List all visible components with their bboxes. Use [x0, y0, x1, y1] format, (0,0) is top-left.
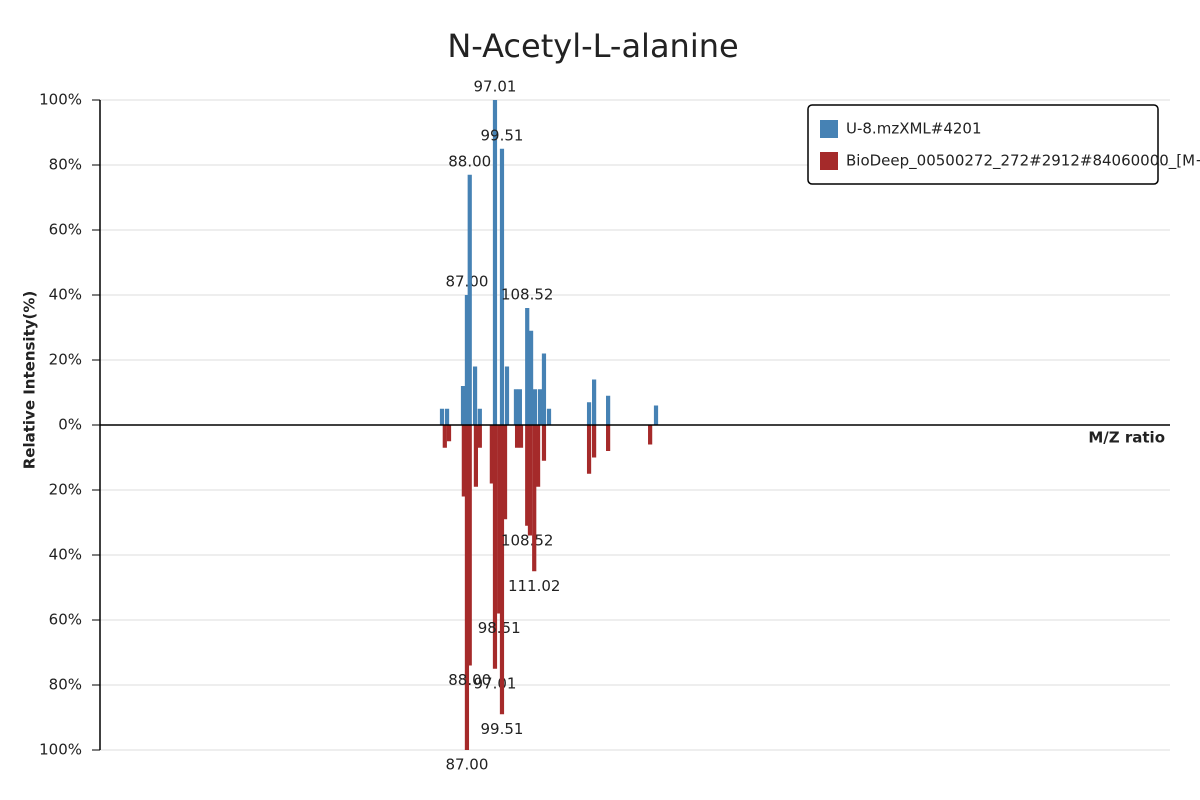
peak-bar	[467, 425, 472, 666]
y-tick-label: 20%	[49, 481, 82, 499]
peak-label: 97.01	[473, 674, 516, 692]
peak-bar	[461, 425, 466, 497]
peak-bar	[586, 402, 592, 425]
peak-bar	[606, 395, 611, 425]
peak-label: 108.52	[501, 531, 554, 549]
peak-label: 88.00	[448, 671, 491, 689]
peak-label: 98.51	[478, 619, 521, 637]
peak-label: 97.01	[473, 78, 516, 96]
peak-bar	[502, 425, 508, 520]
peak-bar	[592, 425, 597, 458]
peak-bar	[606, 425, 611, 451]
peak-bar	[472, 366, 478, 425]
peak-bar	[648, 425, 653, 445]
legend-box	[807, 104, 1159, 185]
peak-label: 99.51	[481, 720, 524, 738]
y-tick-label: 100%	[39, 741, 82, 759]
peak-bar	[499, 148, 505, 425]
y-tick-label: 0%	[58, 416, 82, 434]
peak-bar	[518, 425, 524, 448]
peak-bar	[546, 408, 552, 425]
chart-title: N-Acetyl-L-alanine	[447, 27, 738, 65]
peak-bar	[525, 425, 530, 526]
y-tick-label: 40%	[49, 286, 82, 304]
y-tick-label: 40%	[49, 546, 82, 564]
peak-bar	[504, 366, 510, 425]
legend-label: BioDeep_00500272_272#2912#84060000_[M+H]…	[846, 152, 1200, 171]
peak-bar	[497, 425, 502, 614]
peak-bar	[492, 425, 498, 669]
y-axis-label: Relative Intensity(%)	[21, 291, 39, 470]
peak-bar	[446, 425, 452, 442]
peak-bar	[514, 425, 520, 448]
peak-bar	[525, 308, 530, 425]
peak-bar	[499, 425, 505, 715]
peak-label: 87.00	[445, 273, 488, 291]
peak-bar	[477, 425, 482, 448]
peak-bar	[653, 405, 659, 425]
peak-bar	[464, 425, 470, 750]
peak-label: 99.51	[481, 126, 524, 144]
peak-bar	[532, 425, 537, 572]
peak-bar	[464, 295, 470, 425]
peak-label: 87.00	[445, 756, 488, 774]
y-tick-label: 60%	[49, 221, 82, 239]
peak-bar	[473, 425, 479, 487]
peak-bar	[592, 379, 597, 425]
peak-bar	[535, 425, 541, 487]
peak-bar	[467, 174, 472, 425]
peak-label: 111.02	[508, 577, 561, 595]
peak-bar	[537, 389, 543, 425]
peak-bar	[439, 408, 445, 425]
peak-bar	[586, 425, 592, 474]
peak-bar	[492, 100, 498, 425]
peak-label: 108.52	[501, 286, 554, 304]
y-tick-label: 20%	[49, 351, 82, 369]
y-tick-label: 100%	[39, 91, 82, 109]
legend-label: U-8.mzXML#4201	[846, 120, 982, 138]
peak-bar	[527, 425, 533, 536]
peak-bar	[513, 389, 519, 425]
peak-bar	[444, 408, 450, 425]
peak-bar	[541, 425, 547, 461]
legend-swatch	[820, 120, 838, 138]
y-tick-label: 60%	[49, 611, 82, 629]
y-tick-label: 80%	[49, 676, 82, 694]
peak-bar	[532, 389, 538, 425]
peak-bar	[517, 389, 522, 425]
y-tick-label: 80%	[49, 156, 82, 174]
peak-bar	[477, 408, 482, 425]
x-axis-label: M/Z ratio	[1088, 429, 1165, 447]
peak-bar	[541, 353, 547, 425]
peak-bar	[489, 425, 494, 484]
legend-swatch	[820, 152, 838, 170]
peak-bar	[460, 386, 466, 425]
peak-label: 88.00	[448, 152, 491, 170]
peak-bar	[528, 330, 534, 425]
peak-bar	[442, 425, 447, 448]
